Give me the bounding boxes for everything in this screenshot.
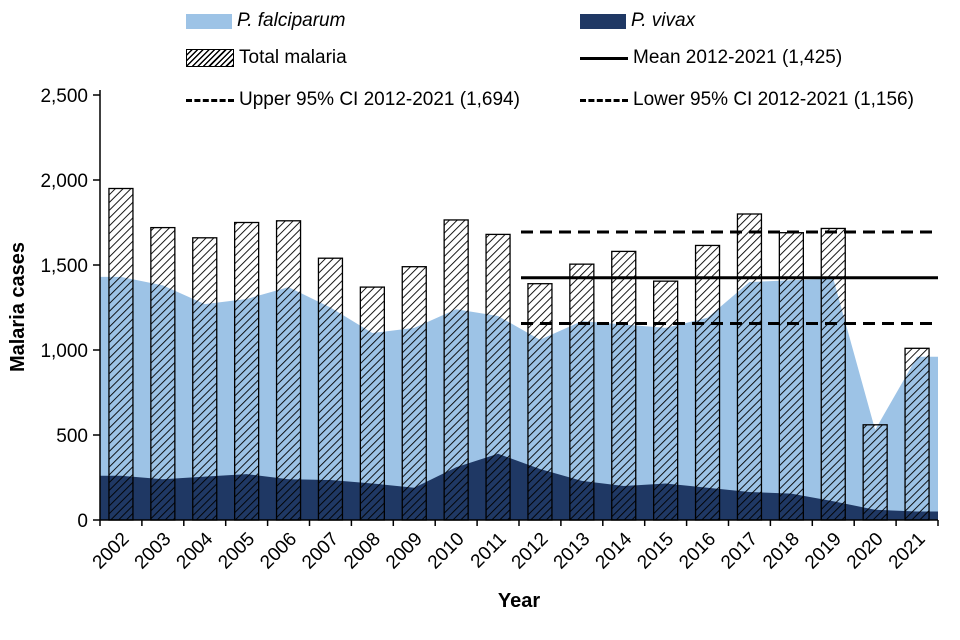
x-tick-label: 2014 <box>592 528 637 573</box>
legend-label-total: Total malaria <box>239 47 347 68</box>
total-malaria-bar <box>736 213 763 521</box>
legend-label-vivax: P. vivax <box>631 10 696 31</box>
total-malaria-bar <box>653 280 679 521</box>
x-tick-label: 2021 <box>885 529 930 574</box>
total-malaria-hatch-swatch <box>186 49 234 67</box>
legend-item-falciparum: P. falciparum <box>186 10 345 32</box>
total-malaria-bar <box>569 263 595 521</box>
total-malaria-bar <box>233 221 260 521</box>
vivax-swatch <box>580 13 626 29</box>
total-malaria-bar <box>862 424 888 521</box>
y-tick-label: 0 <box>77 511 88 532</box>
x-tick-label: 2007 <box>298 529 343 574</box>
legend-label-lower-ci: Lower 95% CI 2012-2021 (1,156) <box>633 89 914 110</box>
x-tick-label: 2015 <box>633 529 678 574</box>
legend-item-total: Total malaria <box>186 47 347 69</box>
x-tick-label: 2008 <box>340 529 385 574</box>
total-malaria-bar <box>275 220 302 521</box>
x-tick-label: 2018 <box>759 529 804 574</box>
x-tick-label: 2012 <box>508 529 553 574</box>
legend-item-lower-ci: Lower 95% CI 2012-2021 (1,156) <box>580 89 914 111</box>
legend-label-mean: Mean 2012-2021 (1,425) <box>633 47 843 68</box>
falciparum-swatch <box>186 13 232 29</box>
legend-item-mean: Mean 2012-2021 (1,425) <box>580 47 842 69</box>
x-tick-label: 2020 <box>843 529 888 574</box>
legend-label-upper-ci: Upper 95% CI 2012-2021 (1,694) <box>239 89 520 110</box>
x-tick-label: 2010 <box>424 529 469 574</box>
total-malaria-bar <box>820 227 846 521</box>
total-malaria-bar <box>694 244 721 521</box>
mean-line-swatch <box>580 56 628 60</box>
total-malaria-bar <box>778 232 804 521</box>
x-tick-label: 2013 <box>550 529 595 574</box>
falciparum-area <box>100 276 938 520</box>
upper-ci-line-swatch <box>186 98 234 102</box>
total-malaria-bar <box>317 257 344 521</box>
total-malaria-bar <box>443 219 469 521</box>
x-axis-title: Year <box>498 590 540 612</box>
total-malaria-bar <box>108 187 134 521</box>
x-tick-label: 2016 <box>675 529 720 574</box>
total-malaria-bar <box>401 266 427 521</box>
x-tick-label: 2009 <box>382 529 427 574</box>
total-malaria-bar <box>904 347 930 521</box>
legend-label-falciparum: P. falciparum <box>237 10 346 31</box>
total-malaria-bar <box>150 226 176 521</box>
total-malaria-bar <box>192 237 218 521</box>
x-tick-label: 2003 <box>131 529 176 574</box>
y-axis-title: Malaria cases <box>7 242 29 372</box>
x-tick-label: 2019 <box>801 529 846 574</box>
lower-ci-line-swatch <box>580 98 628 102</box>
y-tick-label: 1,500 <box>40 256 88 277</box>
x-tick-label: 2006 <box>256 529 301 574</box>
y-tick-label: 2,500 <box>40 86 88 107</box>
x-tick-label: 2004 <box>173 528 218 573</box>
x-tick-label: 2011 <box>467 529 511 573</box>
total-malaria-bar <box>485 233 511 521</box>
y-tick-label: 1,000 <box>40 341 88 362</box>
x-tick-label: 2017 <box>717 529 762 574</box>
x-tick-label: 2002 <box>89 529 134 574</box>
vivax-area <box>100 453 938 520</box>
y-tick-label: 2,000 <box>40 171 88 192</box>
x-tick-label: 2005 <box>214 529 259 574</box>
legend-item-upper-ci: Upper 95% CI 2012-2021 (1,694) <box>186 89 520 111</box>
legend-item-vivax: P. vivax <box>580 10 695 32</box>
y-tick-label: 500 <box>56 426 88 447</box>
total-malaria-bar <box>359 286 386 521</box>
total-malaria-bar <box>527 283 553 521</box>
total-malaria-bar <box>611 250 637 521</box>
series-layer <box>100 187 938 521</box>
